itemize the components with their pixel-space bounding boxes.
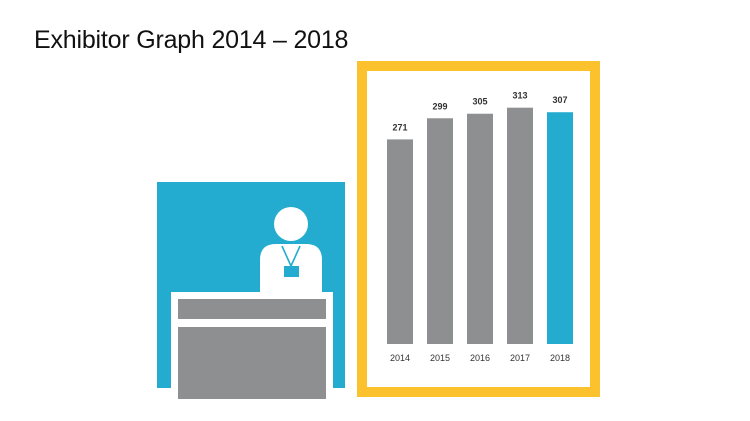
bar-value-label: 313	[512, 91, 527, 101]
category-label: 2017	[510, 353, 530, 363]
category-label: 2016	[470, 353, 490, 363]
chart-title: Exhibitor Graph 2014 – 2018	[34, 26, 349, 54]
bar-2014	[387, 139, 413, 344]
bar-value-label: 307	[552, 95, 567, 105]
bar-2015	[427, 118, 453, 344]
desk-top	[178, 299, 326, 319]
badge	[284, 266, 299, 277]
desk-front	[178, 327, 326, 399]
person-head	[274, 207, 308, 241]
bar-2016	[467, 113, 493, 344]
bar-2018	[547, 112, 573, 344]
bar-value-label: 271	[392, 122, 407, 132]
bar-group: 271 2014 299 2015 305 2016 313 2017 307 2018	[387, 91, 573, 363]
category-label: 2015	[430, 353, 450, 363]
category-label: 2014	[390, 353, 410, 363]
person-with-badge-icon	[260, 207, 322, 294]
bar-value-label: 299	[432, 101, 447, 111]
category-label: 2018	[550, 353, 570, 363]
desk-icon	[171, 292, 333, 400]
bar-value-label: 305	[472, 97, 487, 107]
bar-2017	[507, 107, 533, 344]
